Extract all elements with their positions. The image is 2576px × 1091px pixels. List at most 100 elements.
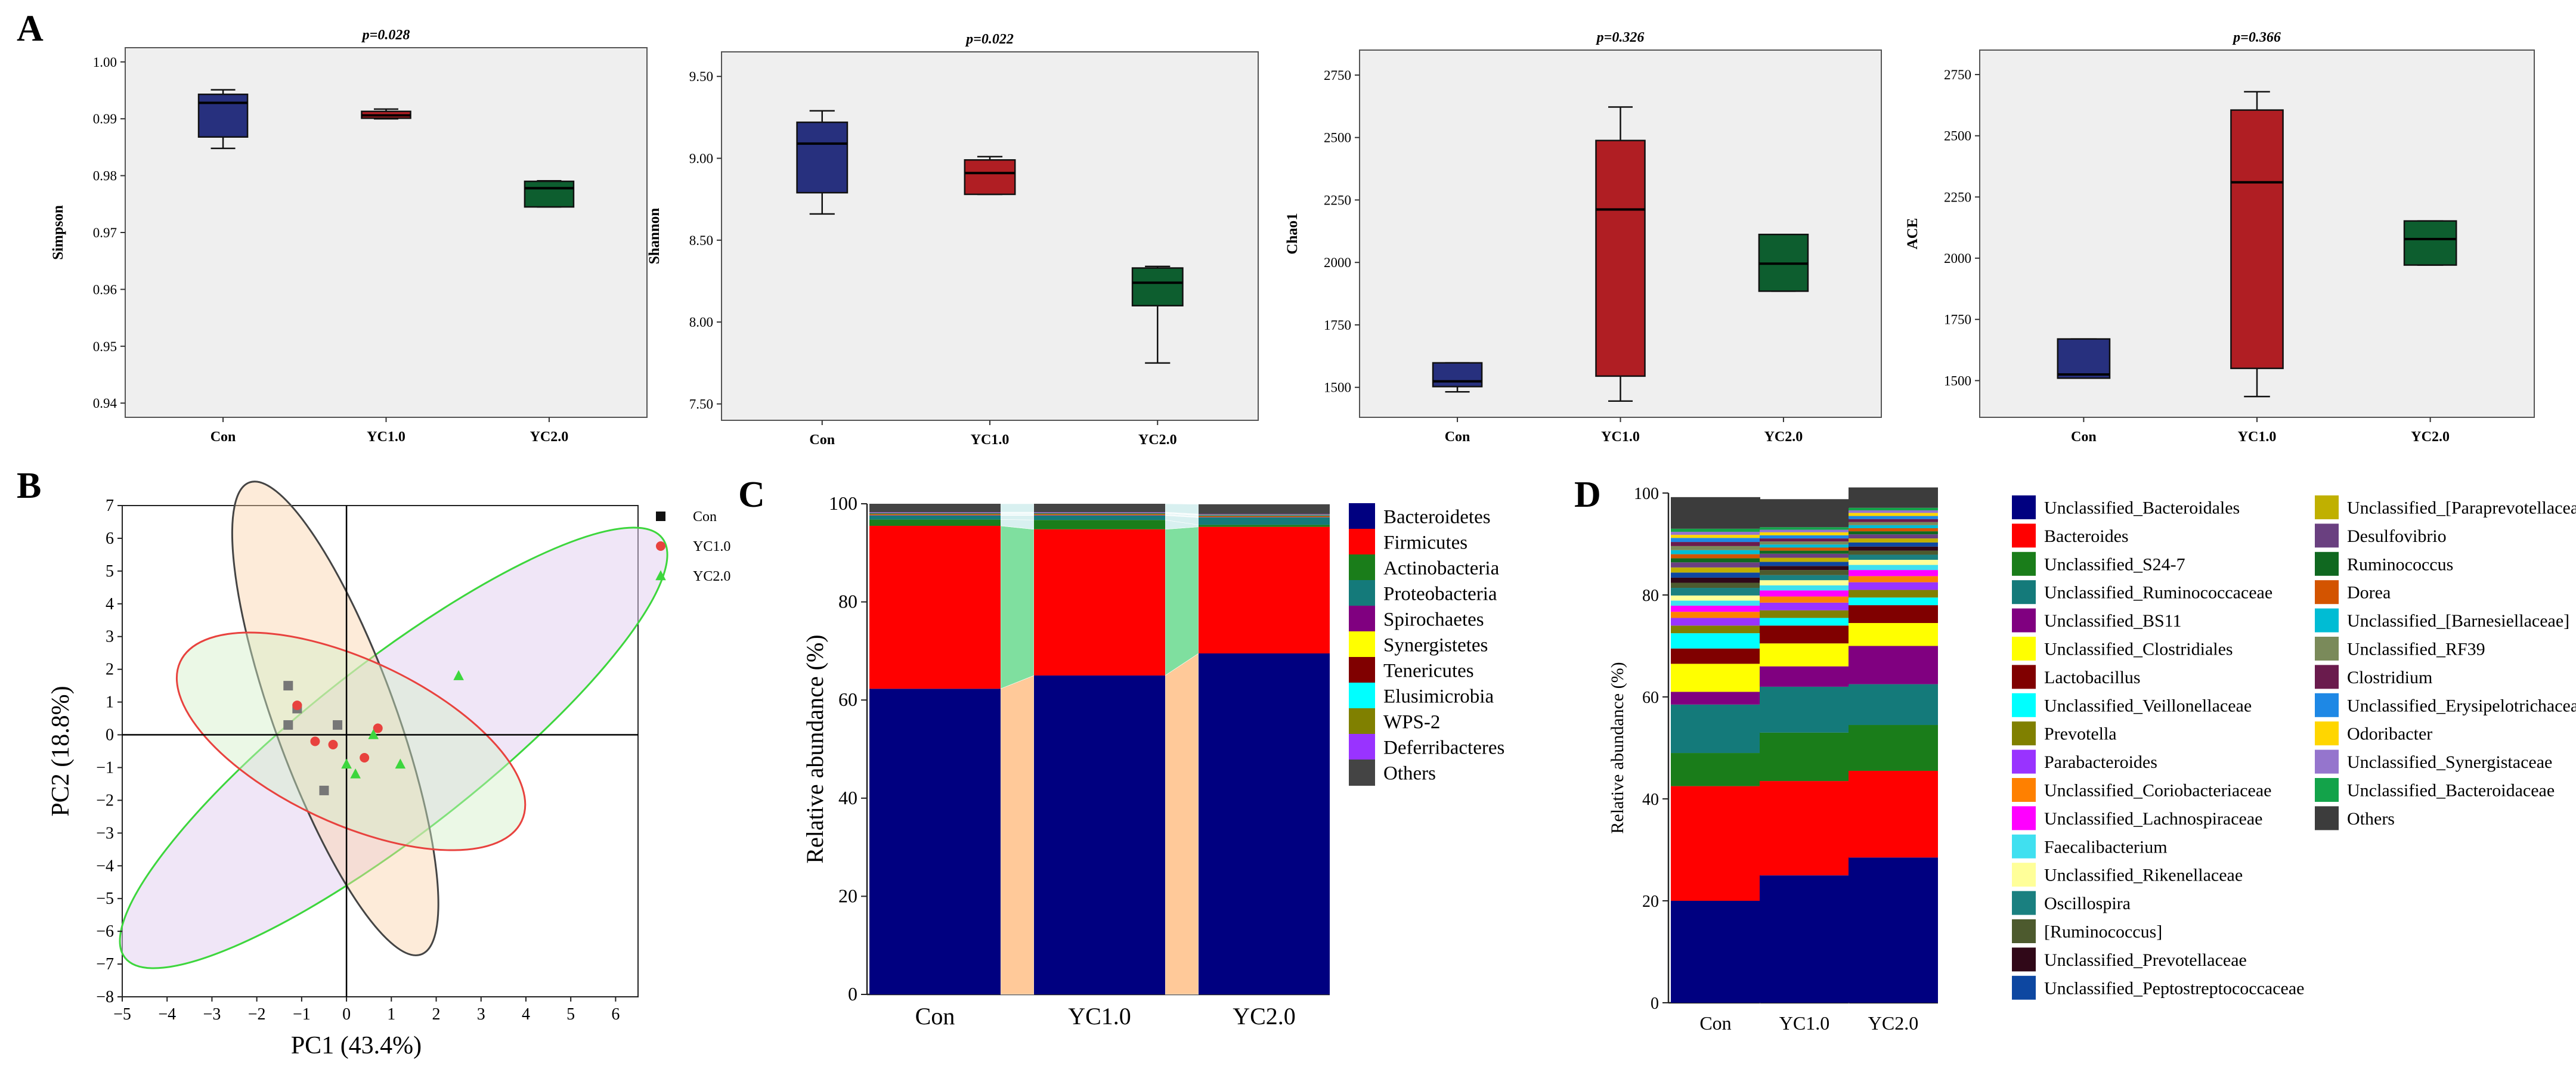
legend-label: Unclassified_Clostridiales [2044, 640, 2233, 659]
x-tick-label: YC1.0 [971, 432, 1010, 448]
bar-segment [1849, 605, 1938, 624]
y-tick-label: −7 [96, 955, 114, 974]
legend-swatch [1349, 760, 1375, 786]
y-tick-label: 2750 [1324, 68, 1351, 83]
bar-segment [1849, 725, 1938, 771]
bar-segment [1760, 643, 1849, 667]
bar-segment [1760, 562, 1849, 566]
y-tick-label: 2500 [1944, 129, 1971, 144]
legend-label: Unclassified_Peptostreptococcaceae [2044, 978, 2304, 998]
point-yc2.0 [453, 670, 464, 680]
y-tick-label: 0.95 [93, 339, 117, 354]
flow-band [1165, 503, 1199, 514]
bar-segment [1760, 575, 1849, 581]
y-tick-label: 2 [106, 661, 114, 679]
x-tick-label: Con [1445, 429, 1470, 445]
x-tick-label: 1 [387, 1005, 395, 1024]
bar-segment [1849, 560, 1938, 565]
bar-segment [1034, 513, 1165, 514]
flow-band [1000, 503, 1035, 513]
bar-segment [1849, 646, 1938, 684]
bar-segment [1034, 520, 1165, 529]
legend-label: Oscillospira [2044, 894, 2131, 913]
legend-label: Unclassified_Bacteroidales [2044, 498, 2240, 518]
x-tick-label: YC2.0 [1233, 1003, 1296, 1030]
legend-swatch [1349, 734, 1375, 760]
p-value-title: p=0.366 [2232, 30, 2281, 45]
x-tick-label: YC2.0 [1138, 432, 1177, 448]
legend-swatch [2012, 551, 2036, 576]
bar-segment [1199, 653, 1330, 994]
legend-label: Others [1383, 763, 1436, 785]
legend-label: Proteobacteria [1383, 584, 1497, 605]
y-tick-label: 2750 [1944, 67, 1971, 82]
bar-segment [1849, 519, 1938, 522]
y-tick-label: 4 [106, 595, 114, 613]
y-tick-label: −5 [96, 889, 114, 908]
legend-swatch [2315, 721, 2339, 746]
box-con [2057, 338, 2111, 379]
bar-segment [1849, 857, 1938, 1003]
panel-letters: A B C D [17, 8, 1601, 515]
bar-segment [1671, 753, 1760, 786]
bar-segment [1760, 666, 1849, 687]
y-tick-label: 80 [1642, 587, 1659, 605]
legend-label: Unclassified_BS11 [2044, 611, 2182, 631]
bar-segment [1671, 535, 1760, 538]
y-tick-label: 1500 [1944, 373, 1971, 388]
legend-label: Actinobacteria [1383, 558, 1500, 579]
x-tick-label: YC1.0 [1601, 429, 1640, 445]
bar-segment [1760, 547, 1849, 551]
point-con [333, 720, 343, 730]
bar-segment [1671, 901, 1760, 1003]
bar-segment [1760, 618, 1849, 626]
bar-segment [1671, 625, 1760, 634]
box-yc1.0 [2230, 109, 2284, 370]
bar-segment [1760, 544, 1849, 548]
y-tick-label: 0 [1651, 994, 1659, 1013]
y-axis-label: Shannon [646, 208, 662, 265]
bar-segment [1849, 590, 1938, 598]
legend-swatch [1349, 631, 1375, 658]
bar-segment [1760, 625, 1849, 644]
flow-band [1000, 675, 1035, 995]
x-tick-label: 2 [432, 1005, 441, 1024]
bar-segment [1671, 600, 1760, 606]
bar-segment [1671, 546, 1760, 550]
x-tick-label: 4 [522, 1005, 530, 1024]
legend-label: Tenericutes [1383, 661, 1474, 682]
legend-swatch [2315, 551, 2339, 576]
bar-segment [1760, 596, 1849, 603]
bar-segment [1671, 588, 1760, 596]
legend-swatch [2012, 665, 2036, 689]
legend-swatch [2012, 749, 2036, 774]
bar-segment [1849, 546, 1938, 551]
x-tick-label: Con [1699, 1012, 1731, 1034]
bar-segment [1199, 504, 1330, 514]
flow-band [1000, 515, 1035, 520]
legend-label: Unclassified_S24-7 [2044, 554, 2185, 574]
bar-segment [1671, 612, 1760, 618]
legend-label: Parabacteroides [2044, 752, 2157, 772]
bar-segment [1671, 692, 1760, 705]
legend-label: Faecalibacterium [2044, 837, 2168, 857]
bar-segment [1849, 487, 1938, 508]
x-tick-label: −5 [113, 1005, 131, 1024]
legend-swatch [1349, 657, 1375, 683]
legend-swatch [2315, 665, 2339, 689]
legend-swatch [2012, 721, 2036, 746]
point-yc1.0 [360, 752, 370, 763]
bar-segment [869, 513, 1001, 515]
flow-band [1165, 653, 1199, 995]
bar-segment [1671, 633, 1760, 649]
y-tick-label: −8 [96, 988, 114, 1006]
legend-label: Unclassified_[Barnesiellaceae] [2347, 611, 2569, 631]
legend-label: Prevotella [2044, 724, 2117, 744]
y-tick-label: 0.98 [93, 169, 117, 184]
legend-swatch [2012, 693, 2036, 717]
bar-segment [1671, 554, 1760, 559]
legend-swatch [2012, 947, 2036, 972]
y-tick-label: 7 [106, 497, 114, 515]
bar-segment [1849, 576, 1938, 582]
